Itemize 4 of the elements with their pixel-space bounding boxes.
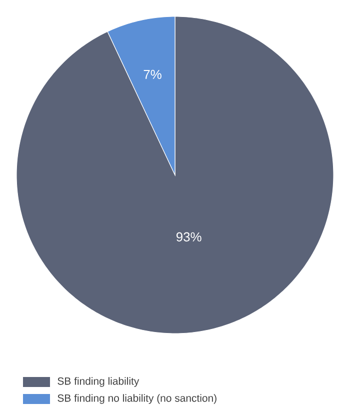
- legend-label: SB finding no liability (no sanction): [58, 394, 216, 404]
- data-label: 7%: [144, 70, 162, 79]
- slice-label: SB finding liability: [58, 377, 140, 387]
- data-label: 93%: [176, 232, 202, 242]
